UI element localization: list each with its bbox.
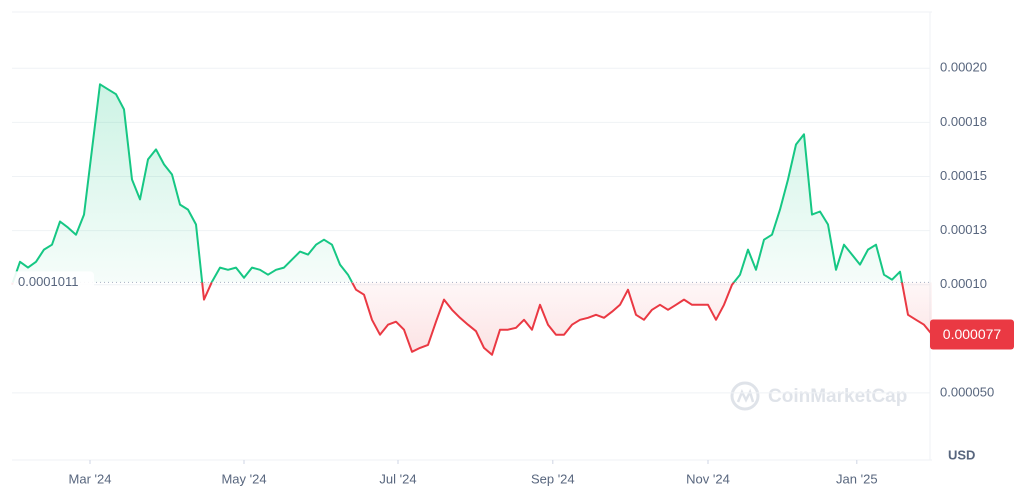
current-price-label: 0.000077 [943,326,1002,342]
y-tick-label: 0.00010 [940,276,987,291]
watermark-text: CoinMarketCap [768,386,907,407]
y-tick-label: 0.00018 [940,114,987,129]
y-tick-label: 0.00020 [940,60,987,75]
current-price-tag [930,319,1014,350]
x-tick-label: Jul '24 [379,471,416,486]
y-tick-label: 0.000050 [940,384,994,399]
x-tick-label: Mar '24 [69,471,112,486]
price-line [11,83,933,356]
baseline-label-bg [6,271,94,294]
x-tick-label: Nov '24 [686,471,730,486]
y-tick-label: 0.00015 [940,168,987,183]
x-tick-label: Jan '25 [836,471,878,486]
x-tick-label: May '24 [221,471,266,486]
x-tick-label: Sep '24 [531,471,575,486]
y-unit: USD [948,447,975,462]
baseline-label: 0.0001011 [18,274,79,289]
watermark: CoinMarketCap [730,381,907,411]
y-tick-label: 0.00013 [940,222,987,237]
area-fill [12,84,932,355]
